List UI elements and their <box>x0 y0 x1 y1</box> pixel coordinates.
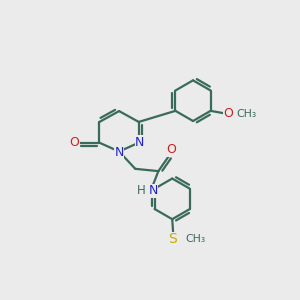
Text: N: N <box>135 136 145 148</box>
Text: N: N <box>148 184 158 197</box>
Text: O: O <box>70 136 80 149</box>
Text: O: O <box>166 143 176 156</box>
Text: N: N <box>114 146 124 159</box>
Text: CH₃: CH₃ <box>185 234 205 244</box>
Text: O: O <box>224 107 233 120</box>
Text: H: H <box>137 184 146 197</box>
Text: CH₃: CH₃ <box>236 109 256 118</box>
Text: S: S <box>168 232 177 246</box>
